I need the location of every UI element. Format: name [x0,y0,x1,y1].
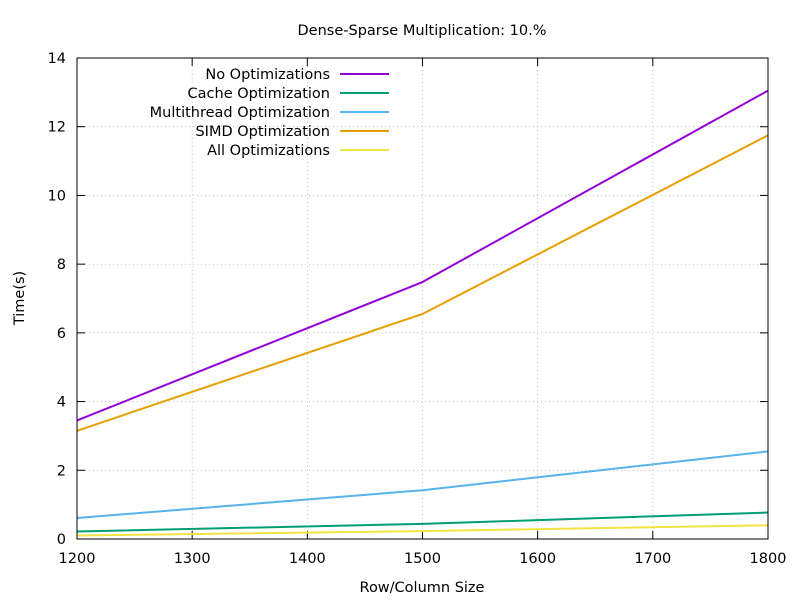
y-tick-label: 0 [57,532,66,548]
series-line-all-optimizations [76,524,769,537]
y-tick-label: 8 [57,257,66,273]
chart-title: Dense-Sparse Multiplication: 10.% [298,23,547,39]
y-tick-label: 12 [48,120,66,136]
series-lines [76,89,769,537]
y-tick-label: 10 [48,188,66,204]
gridlines [77,58,768,539]
x-tick-label: 1500 [404,551,441,567]
plot-frame [76,57,769,540]
y-tick-label: 4 [57,395,66,411]
y-tick-label: 6 [57,326,66,342]
y-axis-label: Time(s) [12,271,28,326]
legend: No Optimizations Cache Optimization Multit… [150,67,389,159]
x-tick-label: 1400 [289,551,326,567]
x-tick-label: 1600 [519,551,556,567]
x-tick-label: 1800 [750,551,787,567]
legend-label-all-optimizations: All Optimizations [207,143,330,159]
series-line-multithread-optimization [76,450,769,520]
series-line-no-optimizations [76,89,769,422]
legend-label-multithread-optimization: Multithread Optimization [150,105,330,121]
legend-label-cache-optimization: Cache Optimization [188,86,330,102]
x-axis-label: Row/Column Size [360,580,485,596]
x-tick-label: 1300 [174,551,211,567]
x-tick-label: 1200 [59,551,96,567]
y-tick-label: 14 [48,51,66,67]
legend-label-simd-optimization: SIMD Optimization [195,124,330,140]
series-line-simd-optimization [76,134,769,432]
y-tick-label: 2 [57,463,66,479]
axis-ticks: 1200 1300 1400 1500 1600 1700 1800 0 2 4 6 8 10 12 14 [48,51,787,567]
x-tick-label: 1700 [634,551,671,567]
series-line-cache-optimization [76,511,769,533]
legend-label-no-optimizations: No Optimizations [205,67,330,83]
